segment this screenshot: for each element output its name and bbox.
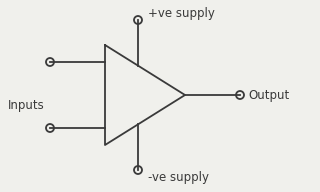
Text: Output: Output — [248, 89, 289, 102]
Text: Inputs: Inputs — [8, 98, 45, 112]
Text: +ve supply: +ve supply — [148, 7, 215, 20]
Text: -ve supply: -ve supply — [148, 170, 209, 184]
